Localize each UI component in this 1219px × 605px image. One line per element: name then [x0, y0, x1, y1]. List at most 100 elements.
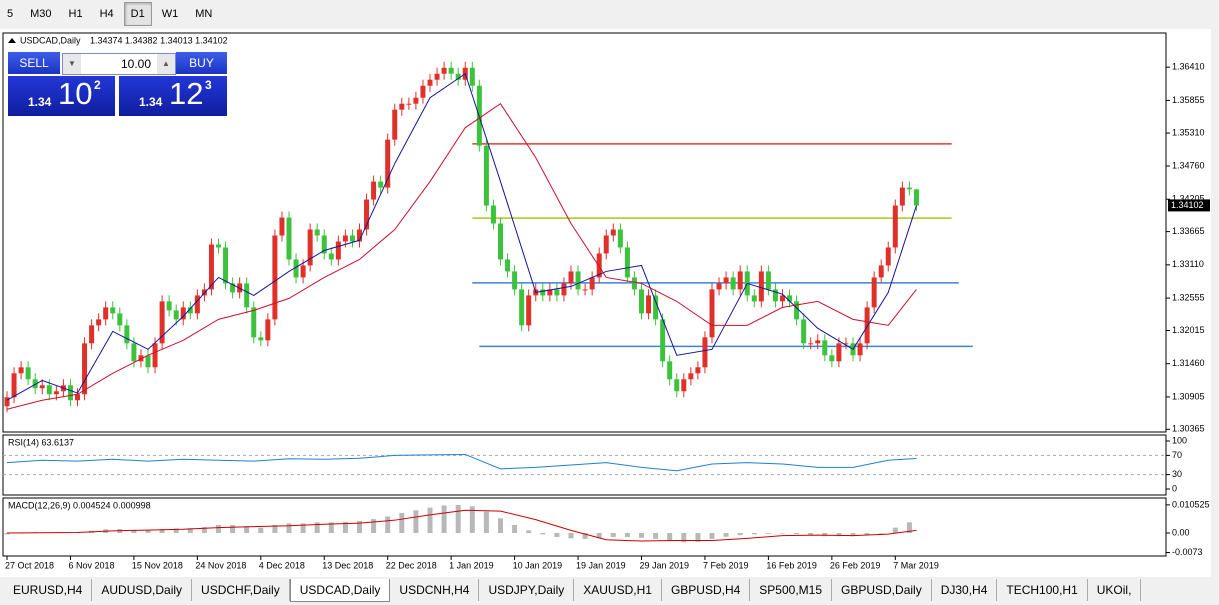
candle-body — [765, 271, 771, 290]
candle-body — [646, 295, 652, 314]
chart-tab[interactable]: USDJPY,Daily — [479, 579, 575, 601]
histogram-bar — [610, 533, 616, 538]
timeframe-button[interactable]: W1 — [161, 8, 179, 20]
timeframe-button[interactable]: H4 — [99, 8, 114, 20]
candle-body — [131, 343, 137, 362]
sell-price[interactable]: 1.34 10 2 — [8, 76, 115, 116]
candle-body — [349, 235, 355, 242]
timeframe-button[interactable]: D1 — [123, 2, 152, 26]
y-tick-label: 1.33110 — [1172, 259, 1204, 269]
histogram-bar — [498, 518, 503, 534]
candle-body — [145, 355, 151, 368]
timeframe-button[interactable]: H1 — [68, 8, 83, 20]
candle-body — [716, 283, 722, 290]
histogram-bar — [357, 520, 362, 534]
candle-body — [617, 229, 623, 248]
candle-body — [829, 355, 835, 362]
candle-body — [871, 277, 877, 308]
histogram-bar — [455, 504, 461, 534]
histogram-bar — [596, 533, 602, 539]
candle-body — [575, 271, 581, 290]
candle-body — [32, 379, 38, 389]
histogram-bar — [314, 522, 320, 534]
moving-average — [6, 102, 917, 410]
candle-body — [751, 295, 757, 302]
chart-tab[interactable]: DJ30,H4 — [932, 579, 998, 601]
candle-body — [674, 379, 680, 392]
chart-tab[interactable]: AUDUSD,Daily — [92, 579, 193, 601]
candle-body — [75, 394, 80, 401]
y-tick-label: 1.32555 — [1172, 292, 1205, 302]
candle-body — [371, 181, 377, 200]
timeframe-button[interactable]: 5 — [7, 8, 14, 20]
buy-price[interactable]: 1.34 12 3 — [119, 76, 227, 116]
chart-tab[interactable]: TECH100,H1 — [997, 579, 1088, 601]
candle-body — [596, 253, 602, 278]
timeframe-button[interactable]: M30 — [30, 8, 52, 20]
candle-body — [801, 319, 807, 344]
candle-body — [526, 295, 532, 326]
chart-tab[interactable]: SP500,M15 — [750, 579, 833, 601]
histogram-bar — [906, 522, 912, 534]
spin-down[interactable]: ▼ — [63, 54, 81, 74]
spin-up[interactable]: ▲ — [157, 54, 175, 74]
chart-background — [0, 29, 1219, 577]
candle-body — [307, 229, 313, 266]
candle-body — [342, 235, 348, 242]
candle-body — [53, 391, 59, 395]
price-prefix: 1.34 — [28, 95, 52, 109]
chart-tab[interactable]: USDCHF,Daily — [192, 579, 290, 601]
y-tick-label: 30 — [1172, 469, 1182, 479]
ohlc-label: 1.34374 1.34382 1.34013 1.34102 — [90, 35, 228, 45]
indicator-label: RSI(14) 63.6137 — [8, 437, 74, 447]
chart-tab[interactable]: USDCAD,Daily — [289, 579, 391, 602]
candle-body — [286, 217, 292, 260]
candle-body — [124, 325, 130, 344]
sell-button[interactable]: SELL — [8, 52, 60, 74]
chart-tab[interactable]: GBPUSD,H4 — [662, 579, 751, 601]
candle-body — [441, 67, 447, 74]
histogram-bar — [286, 523, 292, 534]
histogram-bar — [385, 516, 391, 534]
candle-body — [857, 343, 863, 356]
candle-body — [11, 373, 17, 398]
y-tick-label: 0 — [1172, 483, 1177, 493]
y-tick-label: 1.31460 — [1172, 358, 1205, 368]
x-tick-label: 19 Jan 2019 — [576, 560, 626, 570]
price-prefix: 1.34 — [139, 95, 163, 109]
candle-body — [448, 67, 454, 74]
histogram-bar — [751, 533, 757, 535]
histogram-bar — [624, 533, 630, 538]
candle-body — [173, 310, 179, 320]
x-tick-label: 4 Dec 2018 — [259, 560, 305, 570]
x-tick-label: 13 Dec 2018 — [322, 560, 373, 570]
histogram-bar — [469, 506, 475, 534]
candle-body — [808, 343, 814, 345]
chart-tab[interactable]: USDCNH,H4 — [390, 579, 480, 601]
candle-body — [631, 277, 637, 290]
price-big: 12 — [169, 76, 204, 111]
histogram-bar — [258, 527, 264, 534]
timeframe-button[interactable]: MN — [195, 8, 213, 20]
candle-body — [723, 277, 729, 284]
histogram-bar — [4, 533, 10, 535]
candle-body — [328, 253, 334, 260]
chart-tab[interactable]: UKOil, — [1088, 579, 1142, 601]
buy-button[interactable]: BUY — [176, 52, 227, 74]
collapse-icon[interactable] — [8, 38, 16, 43]
x-tick-label: 29 Jan 2019 — [640, 560, 690, 570]
candle-body — [843, 343, 849, 345]
symbol-label: USDCAD,Daily — [20, 35, 81, 45]
candle-body — [639, 289, 644, 314]
lot-input[interactable]: ▼ 10.00 ▲ — [62, 53, 176, 75]
chart-tab[interactable]: XAUUSD,H1 — [574, 579, 662, 601]
histogram-bar — [342, 521, 348, 534]
histogram-bar — [765, 533, 771, 534]
candle-body — [505, 259, 511, 272]
price-sup: 3 — [205, 78, 212, 92]
chart-tab[interactable]: GBPUSD,Daily — [832, 579, 932, 601]
histogram-bar — [892, 527, 898, 534]
histogram-bar — [159, 529, 165, 534]
histogram-bar — [709, 533, 715, 539]
chart-tab[interactable]: EURUSD,H4 — [4, 579, 93, 601]
